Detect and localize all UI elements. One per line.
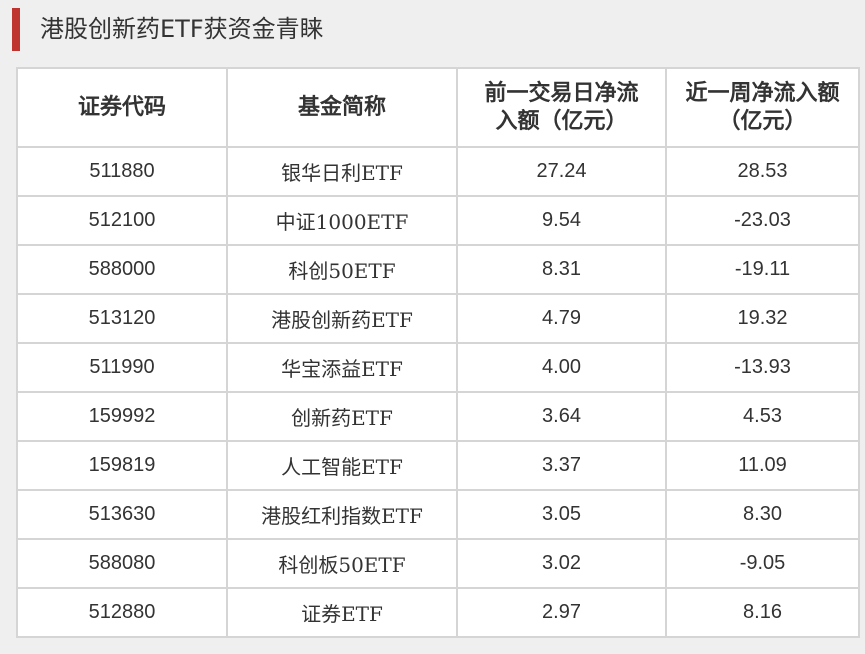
week-inflow-cell: -9.05 bbox=[665, 538, 860, 589]
week-inflow-cell: -23.03 bbox=[665, 195, 860, 246]
fund-name-cell: 银华日利ETF bbox=[226, 146, 458, 197]
prev-day-inflow-cell: 4.00 bbox=[456, 342, 667, 393]
header-text-line: 前一交易日净流 bbox=[484, 80, 639, 106]
security-code-cell: 512100 bbox=[16, 195, 228, 246]
fund-name-cell: 港股创新药ETF bbox=[226, 293, 458, 344]
table-row: 588000 科创50ETF 8.31 -19.11 bbox=[16, 244, 860, 295]
security-code-cell: 512880 bbox=[16, 587, 228, 638]
page-title: 港股创新药ETF获资金青睐 bbox=[40, 15, 324, 43]
fund-name-cell: 中证1000ETF bbox=[226, 195, 458, 246]
fund-name-cell: 华宝添益ETF bbox=[226, 342, 458, 393]
prev-day-inflow-cell: 3.05 bbox=[456, 489, 667, 540]
security-code-cell: 513630 bbox=[16, 489, 228, 540]
security-code-cell: 588000 bbox=[16, 244, 228, 295]
header-text-line: 证券代码 bbox=[77, 94, 166, 120]
prev-day-inflow-cell: 27.24 bbox=[456, 146, 667, 197]
table-row: 159819 人工智能ETF 3.37 11.09 bbox=[16, 440, 860, 491]
table-row: 513630 港股红利指数ETF 3.05 8.30 bbox=[16, 489, 860, 540]
prev-day-inflow-cell: 2.97 bbox=[456, 587, 667, 638]
header-text-line: 近一周净流入额 bbox=[685, 80, 840, 106]
security-code-cell: 159819 bbox=[16, 440, 228, 491]
header-text-line: （亿元） bbox=[718, 108, 807, 134]
week-inflow-cell: -19.11 bbox=[665, 244, 860, 295]
security-code-cell: 511990 bbox=[16, 342, 228, 393]
fund-flow-table: 证券代码 基金简称 前一交易日净流 入额（亿元） 近一周净流入额 （亿元） 511880 银… bbox=[16, 67, 860, 638]
prev-day-inflow-cell: 4.79 bbox=[456, 293, 667, 344]
week-inflow-cell: 19.32 bbox=[665, 293, 860, 344]
header-text-line: 入额（亿元） bbox=[495, 108, 628, 134]
week-inflow-cell: -13.93 bbox=[665, 342, 860, 393]
table-row: 588080 科创板50ETF 3.02 -9.05 bbox=[16, 538, 860, 589]
week-inflow-header: 近一周净流入额 （亿元） bbox=[665, 67, 860, 148]
week-inflow-cell: 11.09 bbox=[665, 440, 860, 491]
table-body: 511880 银华日利ETF 27.24 28.53 512100 中证1000ETF 9.… bbox=[16, 146, 860, 638]
fund-name-cell: 证券ETF bbox=[226, 587, 458, 638]
title-accent-bar bbox=[12, 8, 20, 51]
prev-day-inflow-cell: 3.02 bbox=[456, 538, 667, 589]
security-code-header: 证券代码 bbox=[16, 67, 228, 148]
week-inflow-cell: 4.53 bbox=[665, 391, 860, 442]
week-inflow-cell: 28.53 bbox=[665, 146, 860, 197]
security-code-cell: 513120 bbox=[16, 293, 228, 344]
table-row: 511880 银华日利ETF 27.24 28.53 bbox=[16, 146, 860, 197]
table-row: 159992 创新药ETF 3.64 4.53 bbox=[16, 391, 860, 442]
prev-day-inflow-header: 前一交易日净流 入额（亿元） bbox=[456, 67, 667, 148]
fund-name-cell: 科创板50ETF bbox=[226, 538, 458, 589]
security-code-cell: 588080 bbox=[16, 538, 228, 589]
fund-name-header: 基金简称 bbox=[226, 67, 458, 148]
prev-day-inflow-cell: 3.64 bbox=[456, 391, 667, 442]
week-inflow-cell: 8.16 bbox=[665, 587, 860, 638]
security-code-cell: 511880 bbox=[16, 146, 228, 197]
fund-name-cell: 创新药ETF bbox=[226, 391, 458, 442]
fund-name-cell: 人工智能ETF bbox=[226, 440, 458, 491]
table-row: 512880 证券ETF 2.97 8.16 bbox=[16, 587, 860, 638]
table-row: 513120 港股创新药ETF 4.79 19.32 bbox=[16, 293, 860, 344]
prev-day-inflow-cell: 9.54 bbox=[456, 195, 667, 246]
security-code-cell: 159992 bbox=[16, 391, 228, 442]
title-bar: 港股创新药ETF获资金青睐 bbox=[0, 0, 865, 60]
fund-name-cell: 港股红利指数ETF bbox=[226, 489, 458, 540]
table-header-row: 证券代码 基金简称 前一交易日净流 入额（亿元） 近一周净流入额 （亿元） bbox=[16, 67, 860, 148]
table-row: 512100 中证1000ETF 9.54 -23.03 bbox=[16, 195, 860, 246]
week-inflow-cell: 8.30 bbox=[665, 489, 860, 540]
header-text-line: 基金简称 bbox=[297, 94, 386, 120]
prev-day-inflow-cell: 8.31 bbox=[456, 244, 667, 295]
table-row: 511990 华宝添益ETF 4.00 -13.93 bbox=[16, 342, 860, 393]
prev-day-inflow-cell: 3.37 bbox=[456, 440, 667, 491]
fund-name-cell: 科创50ETF bbox=[226, 244, 458, 295]
